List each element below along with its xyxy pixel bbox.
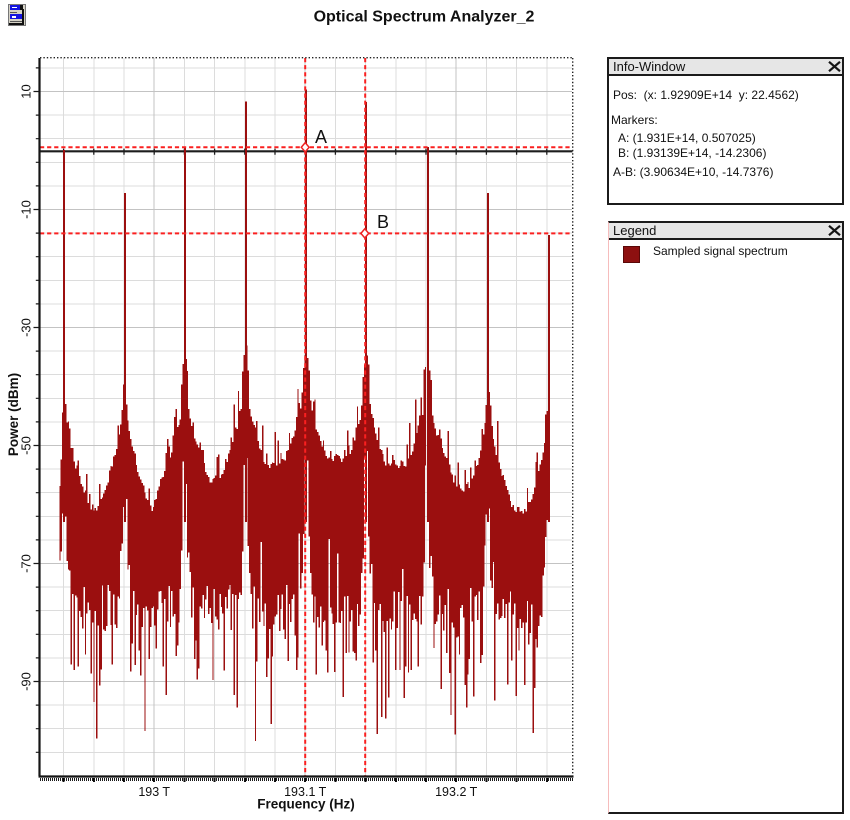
svg-text:Optical Spectrum Analyzer_2: Optical Spectrum Analyzer_2 <box>314 9 535 26</box>
svg-text:-50: -50 <box>19 436 34 455</box>
svg-text:193 T: 193 T <box>138 785 170 799</box>
svg-text:-30: -30 <box>19 318 34 337</box>
svg-text:Frequency (Hz): Frequency (Hz) <box>257 797 355 812</box>
svg-text:-90: -90 <box>19 672 34 691</box>
svg-text:193.2 T: 193.2 T <box>435 785 478 799</box>
svg-text:B: B <box>377 212 389 232</box>
svg-text:-70: -70 <box>19 554 34 573</box>
svg-text:A: A <box>315 127 327 147</box>
svg-text:-10: -10 <box>19 200 34 219</box>
svg-text:193.1 T: 193.1 T <box>284 785 327 799</box>
svg-text:10: 10 <box>19 84 34 98</box>
svg-text:Power (dBm): Power (dBm) <box>6 373 21 456</box>
